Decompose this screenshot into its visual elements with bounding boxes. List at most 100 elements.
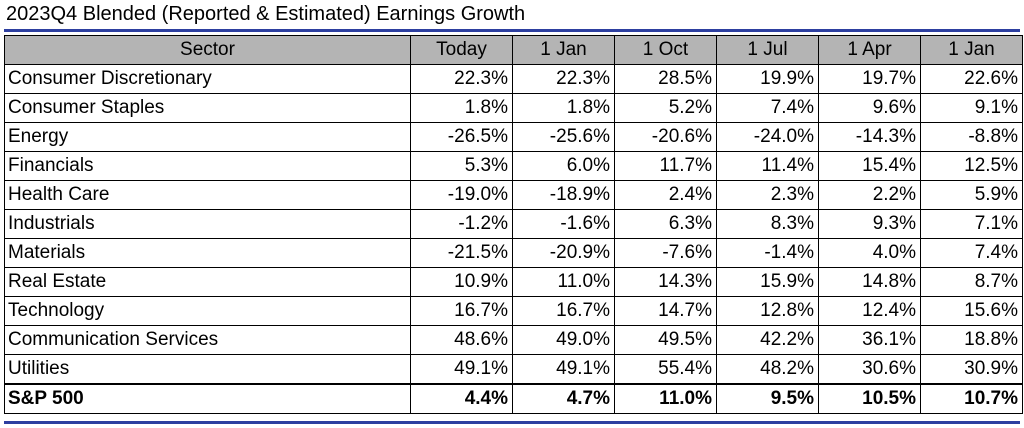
cell-sector: Utilities [4, 354, 411, 385]
cell-today: 49.1% [410, 354, 513, 385]
column-header-1-jan-recent: 1 Jan [512, 35, 615, 65]
cell-1-jul: -1.4% [716, 238, 819, 268]
table-row: Consumer Staples 1.8% 1.8% 5.2% 7.4% 9.6% 9.1% [4, 93, 1023, 123]
cell-1-jan-prior: 7.4% [920, 238, 1023, 268]
cell-1-jul: 48.2% [716, 354, 819, 385]
cell-1-jul: 8.3% [716, 209, 819, 239]
cell-1-jan-prior: 9.1% [920, 93, 1023, 123]
table-row: Industrials -1.2% -1.6% 6.3% 8.3% 9.3% 7.1% [4, 209, 1023, 239]
cell-1-jan-prior: 5.9% [920, 180, 1023, 210]
table-row: Real Estate 10.9% 11.0% 14.3% 15.9% 14.8% 8.7% [4, 267, 1023, 297]
table-row: Communication Services 48.6% 49.0% 49.5% 42.… [4, 325, 1023, 355]
cell-1-jan-recent: 22.3% [512, 64, 615, 94]
cell-sector: Consumer Staples [4, 93, 411, 123]
cell-1-oct: 55.4% [614, 354, 717, 385]
cell-1-oct: 14.7% [614, 296, 717, 326]
column-header-sector: Sector [4, 35, 411, 65]
cell-today: 5.3% [410, 151, 513, 181]
column-header-today: Today [410, 35, 513, 65]
cell-1-apr: 19.7% [818, 64, 921, 94]
cell-1-jul: 12.8% [716, 296, 819, 326]
cell-today: -19.0% [410, 180, 513, 210]
cell-1-jul: 7.4% [716, 93, 819, 123]
cell-sector: S&P 500 [4, 383, 411, 414]
table-row: Materials -21.5% -20.9% -7.6% -1.4% 4.0% 7.4% [4, 238, 1023, 268]
cell-1-jan-prior: 12.5% [920, 151, 1023, 181]
cell-1-jan-prior: 8.7% [920, 267, 1023, 297]
cell-sector: Technology [4, 296, 411, 326]
cell-sector: Real Estate [4, 267, 411, 297]
cell-1-apr: 14.8% [818, 267, 921, 297]
cell-today: 4.4% [410, 383, 513, 414]
cell-1-apr: 15.4% [818, 151, 921, 181]
cell-today: 22.3% [410, 64, 513, 94]
cell-1-jan-prior: 7.1% [920, 209, 1023, 239]
cell-today: 1.8% [410, 93, 513, 123]
title-underline [4, 29, 1020, 32]
cell-1-oct: -7.6% [614, 238, 717, 268]
cell-1-apr: 30.6% [818, 354, 921, 385]
cell-1-jul: 42.2% [716, 325, 819, 355]
cell-1-jan-prior: 30.9% [920, 354, 1023, 385]
cell-1-oct: 49.5% [614, 325, 717, 355]
column-header-1-jan-prior: 1 Jan [920, 35, 1023, 65]
cell-1-jan-recent: -18.9% [512, 180, 615, 210]
bottom-rule [4, 421, 1020, 424]
cell-1-apr: 36.1% [818, 325, 921, 355]
cell-1-jul: 11.4% [716, 151, 819, 181]
header-row: Sector Today 1 Jan 1 Oct 1 Jul 1 Apr 1 J… [4, 35, 1023, 65]
cell-1-jan-recent: 49.1% [512, 354, 615, 385]
cell-1-jan-recent: 16.7% [512, 296, 615, 326]
cell-1-jan-recent: 11.0% [512, 267, 615, 297]
earnings-growth-table: Sector Today 1 Jan 1 Oct 1 Jul 1 Apr 1 J… [4, 35, 1023, 414]
cell-1-oct: 2.4% [614, 180, 717, 210]
cell-1-apr: 12.4% [818, 296, 921, 326]
cell-1-jan-recent: 6.0% [512, 151, 615, 181]
cell-1-jan-prior: -8.8% [920, 122, 1023, 152]
cell-1-apr: 9.3% [818, 209, 921, 239]
cell-1-oct: 5.2% [614, 93, 717, 123]
table-row: Consumer Discretionary 22.3% 22.3% 28.5% 19.… [4, 64, 1023, 94]
cell-1-apr: 10.5% [818, 383, 921, 414]
cell-today: 10.9% [410, 267, 513, 297]
cell-today: 16.7% [410, 296, 513, 326]
cell-1-jul: 19.9% [716, 64, 819, 94]
cell-sector: Industrials [4, 209, 411, 239]
table-title: 2023Q4 Blended (Reported & Estimated) Ea… [6, 3, 526, 25]
cell-sector: Energy [4, 122, 411, 152]
cell-1-oct: 6.3% [614, 209, 717, 239]
cell-1-oct: 11.7% [614, 151, 717, 181]
cell-today: -26.5% [410, 122, 513, 152]
cell-1-jul: 15.9% [716, 267, 819, 297]
cell-1-jan-recent: 1.8% [512, 93, 615, 123]
cell-1-oct: 11.0% [614, 383, 717, 414]
cell-1-jul: 2.3% [716, 180, 819, 210]
cell-1-jan-prior: 18.8% [920, 325, 1023, 355]
cell-today: -21.5% [410, 238, 513, 268]
table-row: Energy -26.5% -25.6% -20.6% -24.0% -14.3% -8.8… [4, 122, 1023, 152]
cell-1-apr: 4.0% [818, 238, 921, 268]
cell-1-jan-prior: 10.7% [920, 383, 1023, 414]
cell-sector: Communication Services [4, 325, 411, 355]
cell-sector: Health Care [4, 180, 411, 210]
table-row: Technology 16.7% 16.7% 14.7% 12.8% 12.4% 15.6% [4, 296, 1023, 326]
cell-1-jul: -24.0% [716, 122, 819, 152]
cell-1-apr: -14.3% [818, 122, 921, 152]
cell-today: -1.2% [410, 209, 513, 239]
cell-1-oct: 14.3% [614, 267, 717, 297]
table-row: Health Care -19.0% -18.9% 2.4% 2.3% 2.2% 5.9% [4, 180, 1023, 210]
column-header-1-jul: 1 Jul [716, 35, 819, 65]
cell-sector: Financials [4, 151, 411, 181]
cell-sector: Consumer Discretionary [4, 64, 411, 94]
cell-1-jan-prior: 15.6% [920, 296, 1023, 326]
cell-1-oct: 28.5% [614, 64, 717, 94]
cell-today: 48.6% [410, 325, 513, 355]
cell-1-jan-recent: 4.7% [512, 383, 615, 414]
column-header-1-apr: 1 Apr [818, 35, 921, 65]
table-row: Utilities 49.1% 49.1% 55.4% 48.2% 30.6% 30.9% [4, 354, 1023, 385]
column-header-1-oct: 1 Oct [614, 35, 717, 65]
total-row: S&P 500 4.4% 4.7% 11.0% 9.5% 10.5% 10.7% [4, 383, 1023, 414]
cell-1-oct: -20.6% [614, 122, 717, 152]
cell-1-jan-recent: 49.0% [512, 325, 615, 355]
cell-1-jan-prior: 22.6% [920, 64, 1023, 94]
